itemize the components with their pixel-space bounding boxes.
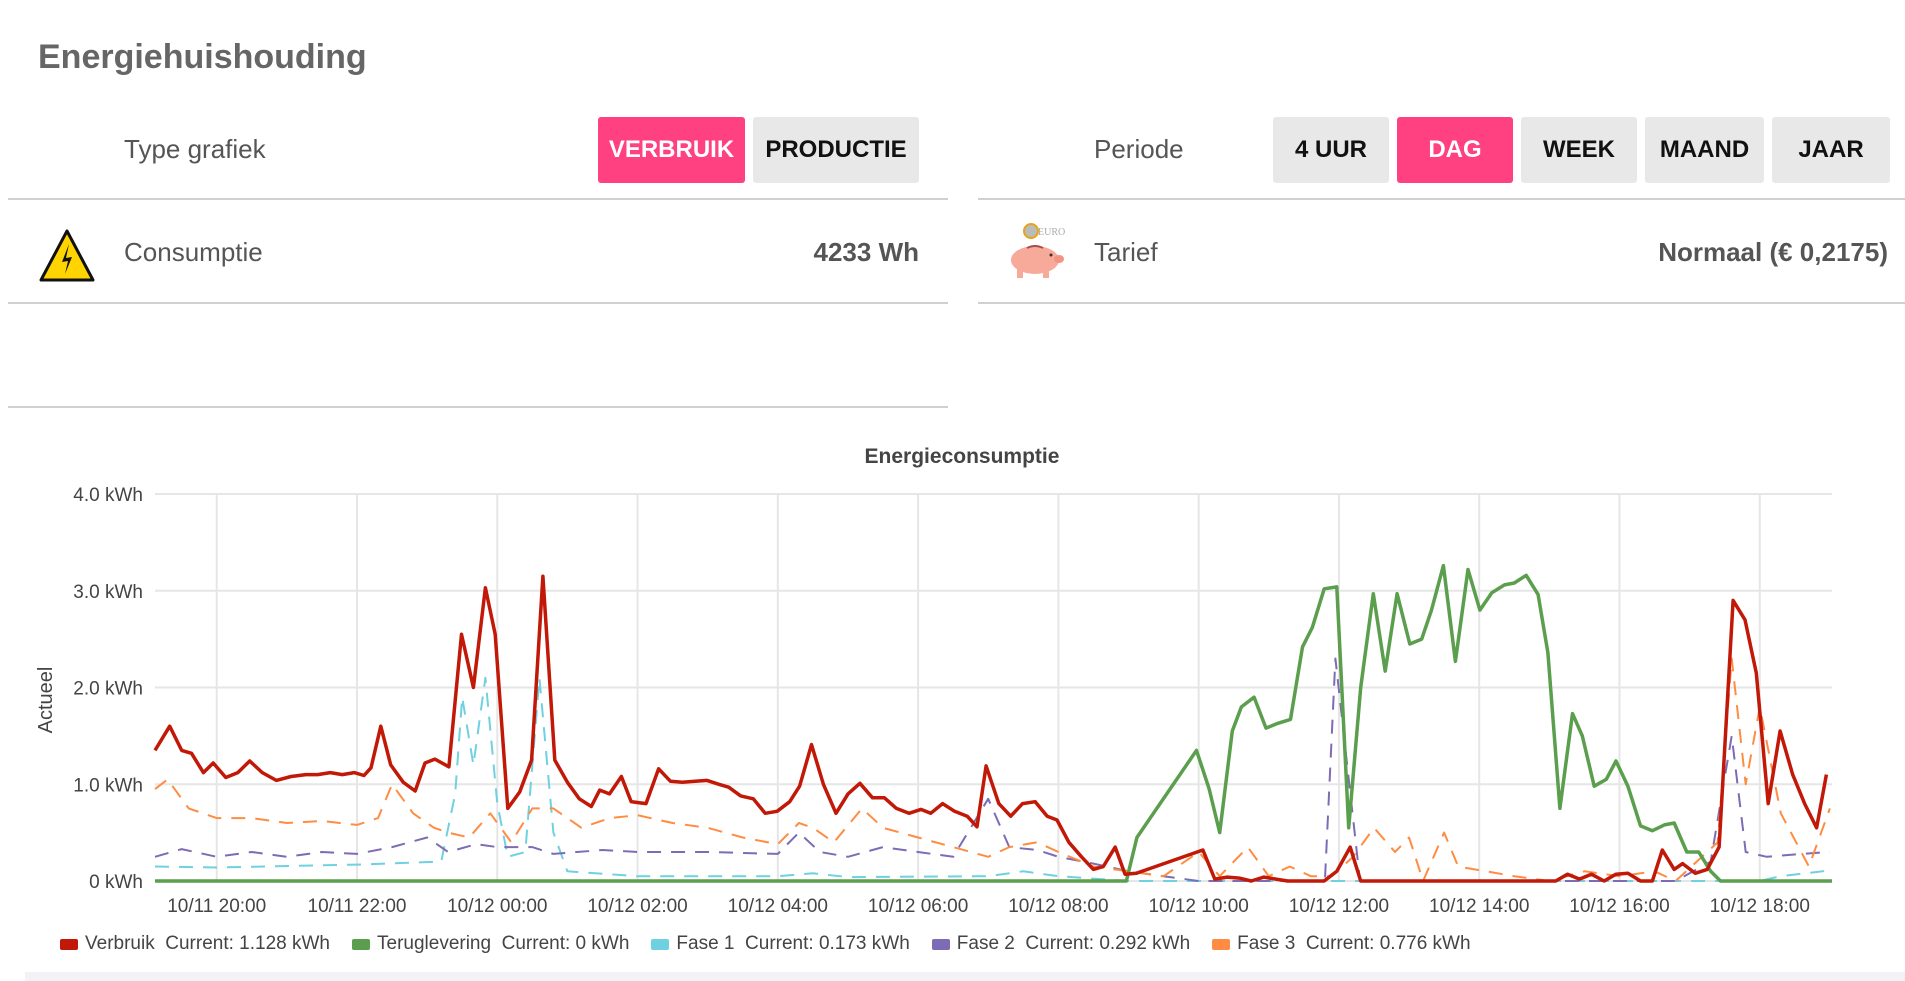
- x-tick-label: 10/11 20:00: [167, 896, 266, 917]
- tariff-label: Tarief: [1094, 237, 1158, 267]
- divider: [8, 406, 948, 408]
- x-tick-label: 10/12 00:00: [447, 896, 547, 917]
- chart-type-label: Type grafiek: [124, 134, 266, 164]
- y-tick-label: 3.0 kWh: [73, 582, 143, 603]
- chart-legend: Verbruik Current: 1.128 kWh Teruglevering…: [60, 933, 1471, 955]
- x-tick-label: 10/12 02:00: [587, 896, 687, 917]
- x-tick-label: 10/12 10:00: [1148, 896, 1248, 917]
- legend-swatch: [352, 938, 370, 950]
- legend-swatch: [60, 938, 78, 950]
- consumption-value: 4233 Wh: [813, 237, 920, 267]
- y-tick-label: 1.0 kWh: [73, 775, 143, 796]
- x-tick-label: 10/12 08:00: [1008, 896, 1108, 917]
- x-tick-label: 10/12 16:00: [1569, 896, 1669, 917]
- divider: [978, 302, 1905, 304]
- legend-label: Fase 1 Current: 0.173 kWh: [676, 933, 910, 954]
- period-dag-button[interactable]: DAG: [1397, 117, 1513, 183]
- period-label: Periode: [1094, 134, 1184, 164]
- x-tick-label: 10/12 06:00: [868, 896, 968, 917]
- legend-item-fase-2[interactable]: Fase 2 Current: 0.292 kWh: [931, 933, 1191, 955]
- high-voltage-warning-icon: [38, 228, 96, 284]
- x-tick-label: 10/12 04:00: [728, 896, 828, 917]
- x-tick-label: 10/12 18:00: [1710, 896, 1810, 917]
- legend-label: Fase 2 Current: 0.292 kWh: [956, 933, 1191, 954]
- y-axis-label: Actueel: [35, 667, 57, 734]
- legend-label: Verbruik Current: 1.128 kWh: [85, 933, 330, 954]
- series-line-verbruik: [153, 574, 1829, 883]
- piggy-bank-euro-icon: EURO: [1005, 222, 1069, 282]
- x-tick-label: 10/12 14:00: [1429, 896, 1529, 917]
- period-jaar-button[interactable]: JAAR: [1772, 117, 1890, 183]
- legend-swatch: [651, 938, 670, 950]
- series-line-fase-3: [154, 657, 1831, 882]
- series-line-teruglevering: [155, 563, 1832, 883]
- legend-item-fase-3[interactable]: Fase 3 Current: 0.776 kWh: [1212, 933, 1471, 955]
- x-tick-label: 10/11 22:00: [308, 896, 407, 917]
- legend-swatch: [1212, 938, 1231, 950]
- chart-title: Energieconsumptie: [865, 445, 1060, 468]
- y-tick-label: 2.0 kWh: [73, 679, 143, 700]
- productie-button[interactable]: PRODUCTIE: [753, 117, 919, 183]
- legend-item-teruglevering[interactable]: Teruglevering Current: 0 kWh: [352, 933, 629, 955]
- legend-label: Teruglevering Current: 0 kWh: [377, 933, 630, 954]
- legend-swatch: [931, 938, 950, 950]
- consumption-label: Consumptie: [124, 237, 263, 267]
- page-title: Energiehuishouding: [38, 38, 367, 76]
- series-line-fase-2: [154, 657, 1830, 882]
- legend-item-fase-1[interactable]: Fase 1 Current: 0.173 kWh: [651, 933, 910, 955]
- legend-item-verbruik[interactable]: Verbruik Current: 1.128 kWh: [60, 933, 330, 955]
- tariff-value: Normaal (€ 0,2175): [1658, 237, 1888, 267]
- verbruik-button[interactable]: VERBRUIK: [598, 117, 745, 183]
- divider: [978, 198, 1905, 200]
- y-tick-label: 4.0 kWh: [73, 485, 143, 506]
- divider: [8, 302, 948, 304]
- period-maand-button[interactable]: MAAND: [1645, 117, 1764, 183]
- divider: [8, 198, 948, 200]
- x-tick-label: 10/12 12:00: [1289, 896, 1389, 917]
- coin-text: EURO: [1038, 227, 1065, 238]
- period-4-uur-button[interactable]: 4 UUR: [1273, 117, 1389, 183]
- legend-label: Fase 3 Current: 0.776 kWh: [1237, 933, 1471, 954]
- card-bottom-edge: [25, 972, 1905, 981]
- period-week-button[interactable]: WEEK: [1521, 117, 1637, 183]
- y-tick-label: 0 kWh: [89, 872, 143, 893]
